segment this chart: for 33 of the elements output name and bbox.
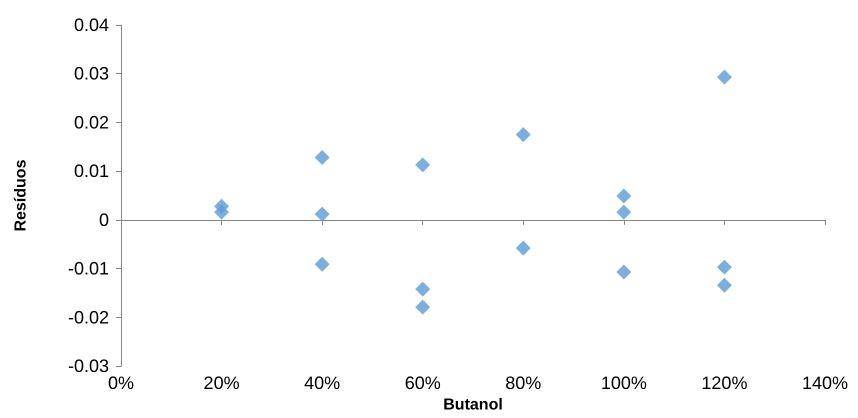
point [214, 204, 230, 220]
y-tick-label: 0 [98, 210, 109, 230]
point [516, 240, 531, 256]
x-tick-label: 80% [505, 373, 542, 394]
point [616, 204, 632, 220]
point [415, 157, 430, 172]
x-tick-label: 20% [204, 373, 240, 394]
y-tick-label: 0.03 [74, 64, 109, 84]
y-tick-label: 0.01 [74, 161, 109, 182]
point [314, 206, 330, 222]
point [716, 260, 732, 275]
y-tick-label: 0.04 [74, 15, 109, 35]
x-tick-label: 140% [802, 373, 848, 394]
x-axis-title: Butanol [443, 396, 503, 414]
y-tick-label: 0.02 [74, 112, 109, 132]
point [616, 264, 632, 280]
point [716, 278, 732, 293]
point [716, 70, 732, 85]
point [314, 150, 330, 166]
y-tick-label: -0.02 [68, 307, 109, 328]
y-tick-label: -0.03 [68, 356, 109, 376]
x-tick-label: 0% [108, 373, 134, 394]
point [415, 282, 430, 297]
x-tick-label: 40% [304, 373, 340, 394]
point [314, 256, 330, 272]
point [516, 127, 531, 142]
x-tick-label: 120% [701, 373, 748, 394]
point [415, 300, 430, 315]
x-tick-label: 100% [600, 373, 647, 394]
point [616, 188, 632, 204]
y-tick-label: -0.01 [68, 258, 109, 279]
y-axis-title: Resíduos [12, 159, 30, 232]
x-tick-label: 60% [404, 373, 441, 394]
